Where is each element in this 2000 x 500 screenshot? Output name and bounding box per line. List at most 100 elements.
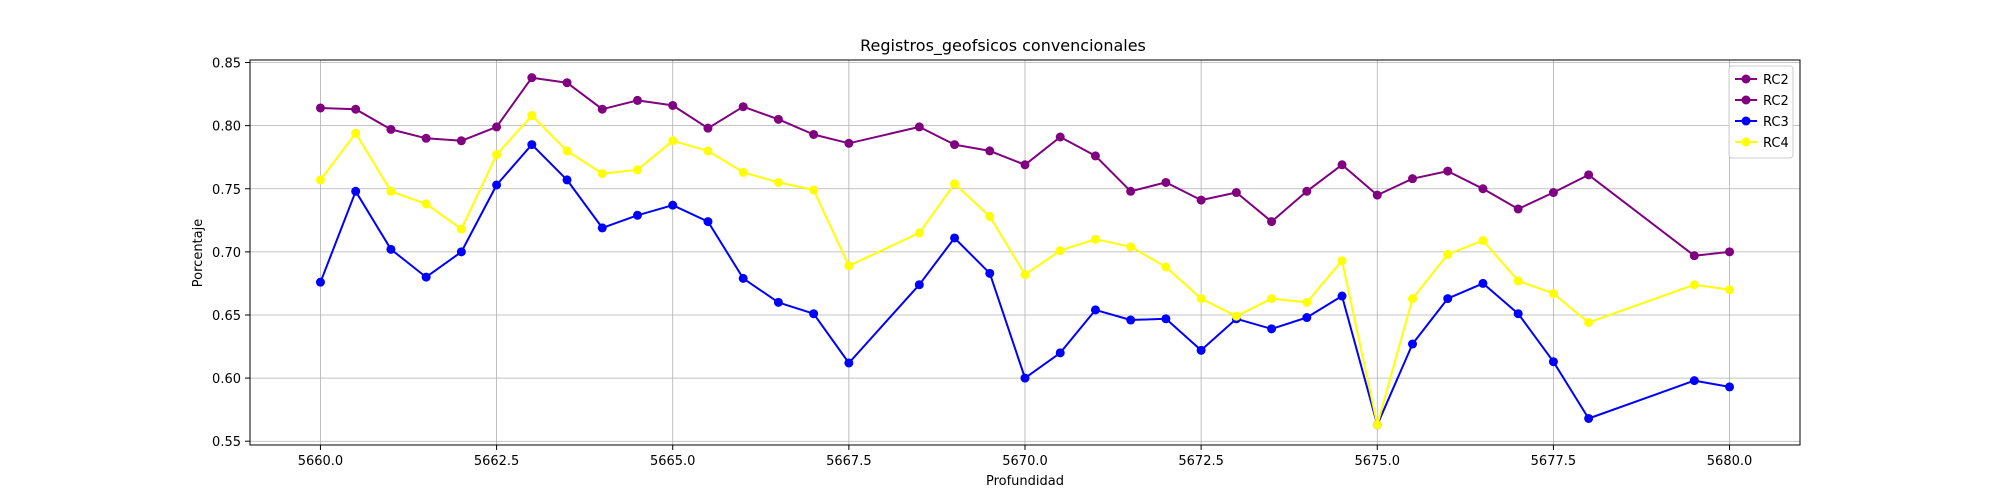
data-point bbox=[1478, 236, 1488, 246]
legend: RC2 RC2 RC3 RC4 bbox=[1728, 65, 1794, 159]
data-point bbox=[738, 102, 748, 112]
data-point bbox=[1231, 311, 1241, 321]
series-3 bbox=[315, 111, 1735, 430]
x-tick-label: 5660.0 bbox=[298, 454, 344, 469]
legend-item: RC2 bbox=[1735, 73, 1789, 88]
data-point bbox=[351, 128, 361, 138]
data-point bbox=[1020, 373, 1030, 383]
data-point bbox=[844, 358, 854, 368]
data-point bbox=[809, 185, 819, 195]
data-point bbox=[809, 309, 819, 319]
grid-lines bbox=[250, 60, 1800, 445]
y-tick-label: 0.65 bbox=[212, 309, 241, 324]
data-point bbox=[386, 124, 396, 134]
data-point bbox=[985, 212, 995, 222]
series-line bbox=[319, 114, 1730, 426]
data-point bbox=[1513, 276, 1523, 286]
data-point bbox=[633, 95, 642, 105]
data-point bbox=[597, 104, 607, 114]
legend-label: RC2 bbox=[1763, 94, 1789, 109]
series-line bbox=[319, 143, 1730, 426]
legend-marker bbox=[1741, 74, 1751, 84]
data-point bbox=[1302, 186, 1312, 196]
y-tick-label: 0.55 bbox=[212, 435, 241, 450]
data-point bbox=[1408, 174, 1417, 184]
data-point bbox=[562, 78, 572, 88]
data-point bbox=[1689, 280, 1699, 290]
legend-item: RC2 bbox=[1735, 94, 1789, 109]
data-point bbox=[950, 233, 960, 243]
data-point bbox=[1689, 376, 1699, 386]
x-tick-label: 5662.5 bbox=[474, 454, 520, 469]
data-point bbox=[773, 297, 783, 307]
data-point bbox=[1267, 217, 1277, 227]
series-0 bbox=[315, 73, 1735, 261]
data-point bbox=[1725, 285, 1735, 295]
x-tick-label: 5675.0 bbox=[1355, 454, 1401, 469]
y-axis-label: Porcentaje bbox=[191, 219, 206, 287]
data-point bbox=[1126, 315, 1136, 325]
legend-label: RC2 bbox=[1763, 73, 1789, 88]
data-point bbox=[773, 114, 783, 124]
data-point bbox=[1337, 256, 1347, 266]
data-point bbox=[914, 228, 924, 238]
data-point bbox=[456, 247, 466, 257]
data-point bbox=[1161, 177, 1171, 187]
data-point bbox=[1584, 413, 1594, 423]
legend-label: RC4 bbox=[1763, 136, 1789, 151]
legend-marker bbox=[1741, 116, 1751, 126]
data-point bbox=[1584, 170, 1594, 180]
data-point bbox=[492, 150, 502, 160]
legend-item: RC3 bbox=[1735, 115, 1789, 130]
data-point bbox=[597, 223, 607, 233]
data-point bbox=[1513, 309, 1523, 319]
data-point bbox=[1055, 132, 1065, 142]
x-axis-label: Profundidad bbox=[986, 474, 1064, 489]
data-point bbox=[1231, 188, 1241, 198]
data-point bbox=[703, 146, 713, 156]
data-point bbox=[351, 186, 361, 196]
y-axis: 0.55 0.60 0.65 0.70 0.75 0.80 0.85 bbox=[212, 57, 250, 450]
data-point bbox=[844, 261, 854, 271]
data-point bbox=[562, 175, 572, 185]
data-point bbox=[703, 123, 713, 133]
data-point bbox=[1126, 186, 1136, 196]
data-point bbox=[1020, 160, 1030, 170]
data-point bbox=[914, 280, 924, 290]
data-point bbox=[1337, 291, 1347, 301]
data-point bbox=[1725, 247, 1735, 257]
data-point bbox=[1408, 339, 1417, 349]
legend-item: RC4 bbox=[1735, 136, 1789, 151]
data-point bbox=[633, 165, 642, 175]
data-point bbox=[562, 146, 572, 156]
legend-label: RC3 bbox=[1763, 115, 1789, 130]
data-point bbox=[1161, 314, 1171, 324]
data-point bbox=[386, 186, 396, 196]
data-point bbox=[1020, 270, 1030, 280]
data-point bbox=[351, 104, 361, 114]
data-point bbox=[1337, 160, 1347, 170]
data-point bbox=[950, 179, 960, 189]
data-point bbox=[1090, 151, 1100, 161]
data-point bbox=[315, 175, 325, 185]
data-point bbox=[1689, 251, 1699, 261]
data-point bbox=[527, 140, 537, 150]
y-tick-label: 0.75 bbox=[212, 183, 241, 198]
x-tick-label: 5667.5 bbox=[826, 454, 872, 469]
data-point bbox=[315, 277, 325, 287]
legend-box bbox=[1728, 65, 1794, 159]
data-point bbox=[1196, 345, 1206, 355]
data-point bbox=[527, 111, 537, 121]
data-point bbox=[1090, 234, 1100, 244]
data-point bbox=[1267, 324, 1277, 334]
data-point bbox=[1478, 278, 1488, 288]
x-tick-label: 5672.5 bbox=[1178, 454, 1224, 469]
data-point bbox=[703, 217, 713, 227]
data-point bbox=[1302, 313, 1312, 323]
x-tick-label: 5665.0 bbox=[650, 454, 696, 469]
data-point bbox=[985, 268, 995, 278]
data-point bbox=[1126, 242, 1136, 252]
y-tick-label: 0.70 bbox=[212, 246, 241, 261]
